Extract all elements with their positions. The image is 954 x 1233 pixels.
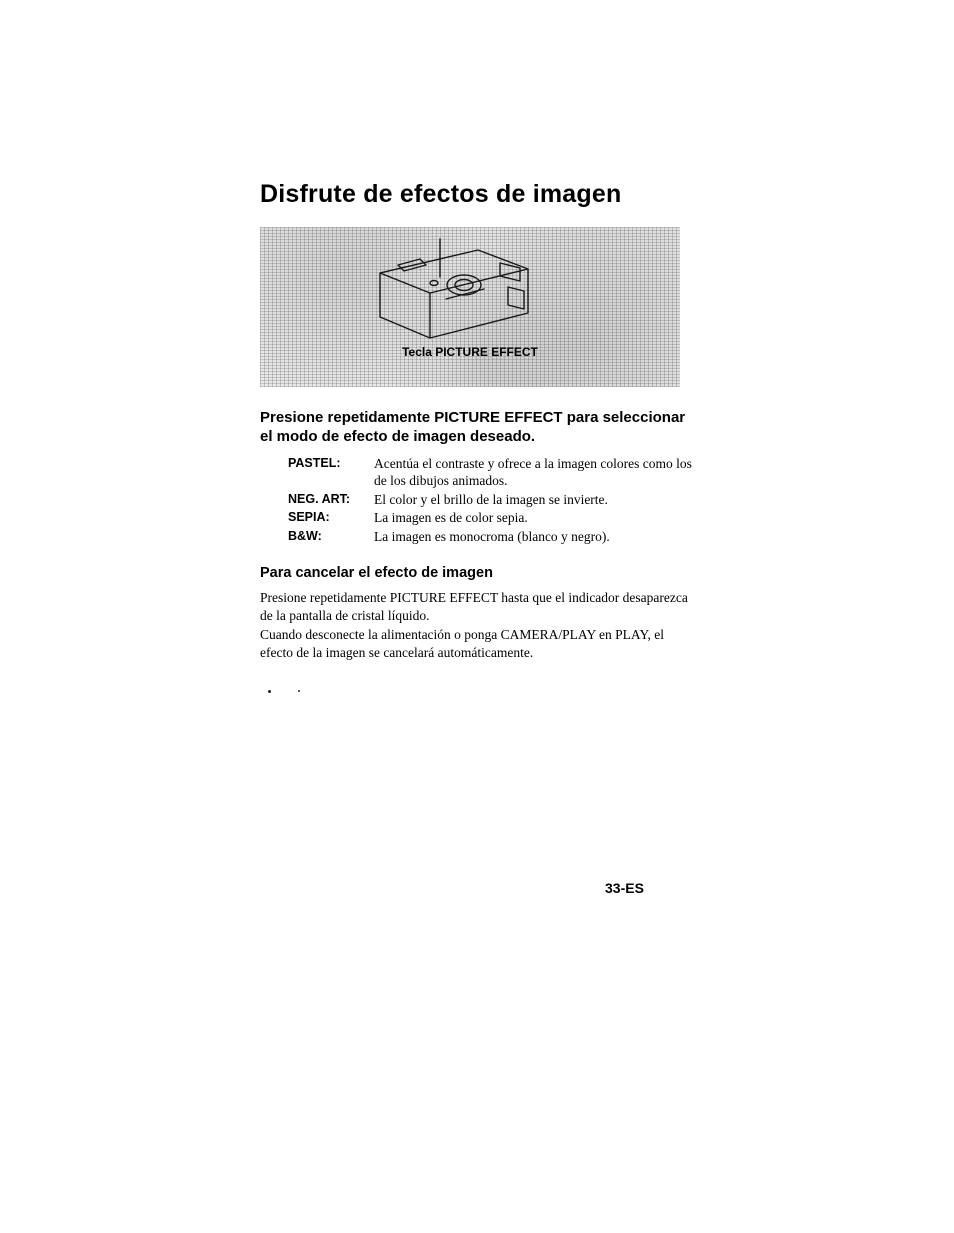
manual-page: Disfrute de efectos de imagen (260, 180, 700, 662)
list-item: NEG. ART: El color y el brillo de la ima… (288, 491, 700, 509)
effect-label-bw: B&W: (288, 528, 374, 546)
page-title: Disfrute de efectos de imagen (260, 180, 700, 209)
list-item: SEPIA: La imagen es de color sepia. (288, 509, 700, 527)
effect-desc: Acentúa el contraste y ofrece a la image… (374, 455, 700, 490)
effect-desc: La imagen es monocroma (blanco y negro). (374, 528, 700, 546)
cancel-paragraph-1: Presione repetidamente PICTURE EFFECT ha… (260, 589, 700, 625)
camera-line-art (360, 235, 550, 345)
device-illustration: Tecla PICTURE EFFECT (260, 227, 680, 387)
page-number: 33-ES (605, 880, 644, 896)
effects-list: PASTEL: Acentúa el contraste y ofrece a … (260, 455, 700, 546)
effect-label-pastel: PASTEL: (288, 455, 374, 490)
scan-speck (268, 690, 271, 693)
scan-speck (298, 690, 300, 692)
figure-caption: Tecla PICTURE EFFECT (260, 345, 680, 359)
section-heading-select-mode: Presione repetidamente PICTURE EFFECT pa… (260, 409, 700, 447)
section-heading-cancel: Para cancelar el efecto de imagen (260, 565, 700, 581)
effect-desc: La imagen es de color sepia. (374, 509, 700, 527)
effect-desc: El color y el brillo de la imagen se inv… (374, 491, 700, 509)
effect-label-sepia: SEPIA: (288, 509, 374, 527)
cancel-paragraph-2: Cuando desconecte la alimentación o pong… (260, 626, 700, 662)
list-item: PASTEL: Acentúa el contraste y ofrece a … (288, 455, 700, 490)
effect-label-negart: NEG. ART: (288, 491, 374, 509)
list-item: B&W: La imagen es monocroma (blanco y ne… (288, 528, 700, 546)
